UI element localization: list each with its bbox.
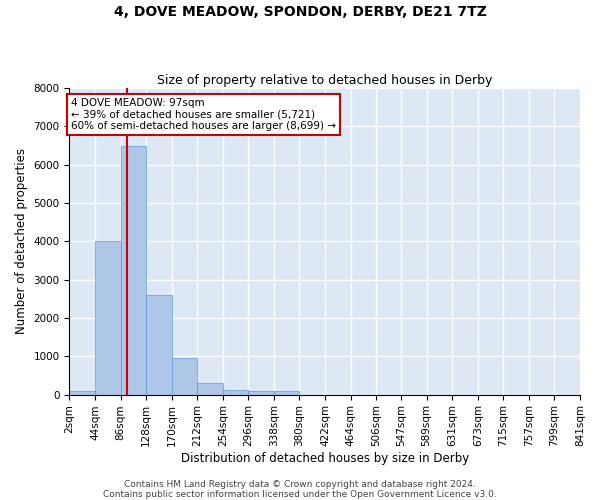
Bar	[223, 390, 248, 394]
Text: 4 DOVE MEADOW: 97sqm
← 39% of detached houses are smaller (5,721)
60% of semi-de: 4 DOVE MEADOW: 97sqm ← 39% of detached h…	[71, 98, 336, 131]
Text: Contains HM Land Registry data © Crown copyright and database right 2024.
Contai: Contains HM Land Registry data © Crown c…	[103, 480, 497, 499]
Bar	[197, 383, 223, 394]
Y-axis label: Number of detached properties: Number of detached properties	[15, 148, 28, 334]
Text: 4, DOVE MEADOW, SPONDON, DERBY, DE21 7TZ: 4, DOVE MEADOW, SPONDON, DERBY, DE21 7TZ	[113, 5, 487, 19]
Bar	[146, 295, 172, 394]
X-axis label: Distribution of detached houses by size in Derby: Distribution of detached houses by size …	[181, 452, 469, 465]
Bar	[70, 391, 95, 394]
Bar	[172, 358, 197, 395]
Bar	[95, 242, 121, 394]
Bar	[121, 146, 146, 394]
Title: Size of property relative to detached houses in Derby: Size of property relative to detached ho…	[157, 74, 493, 87]
Bar	[248, 391, 274, 394]
Bar	[274, 391, 299, 394]
